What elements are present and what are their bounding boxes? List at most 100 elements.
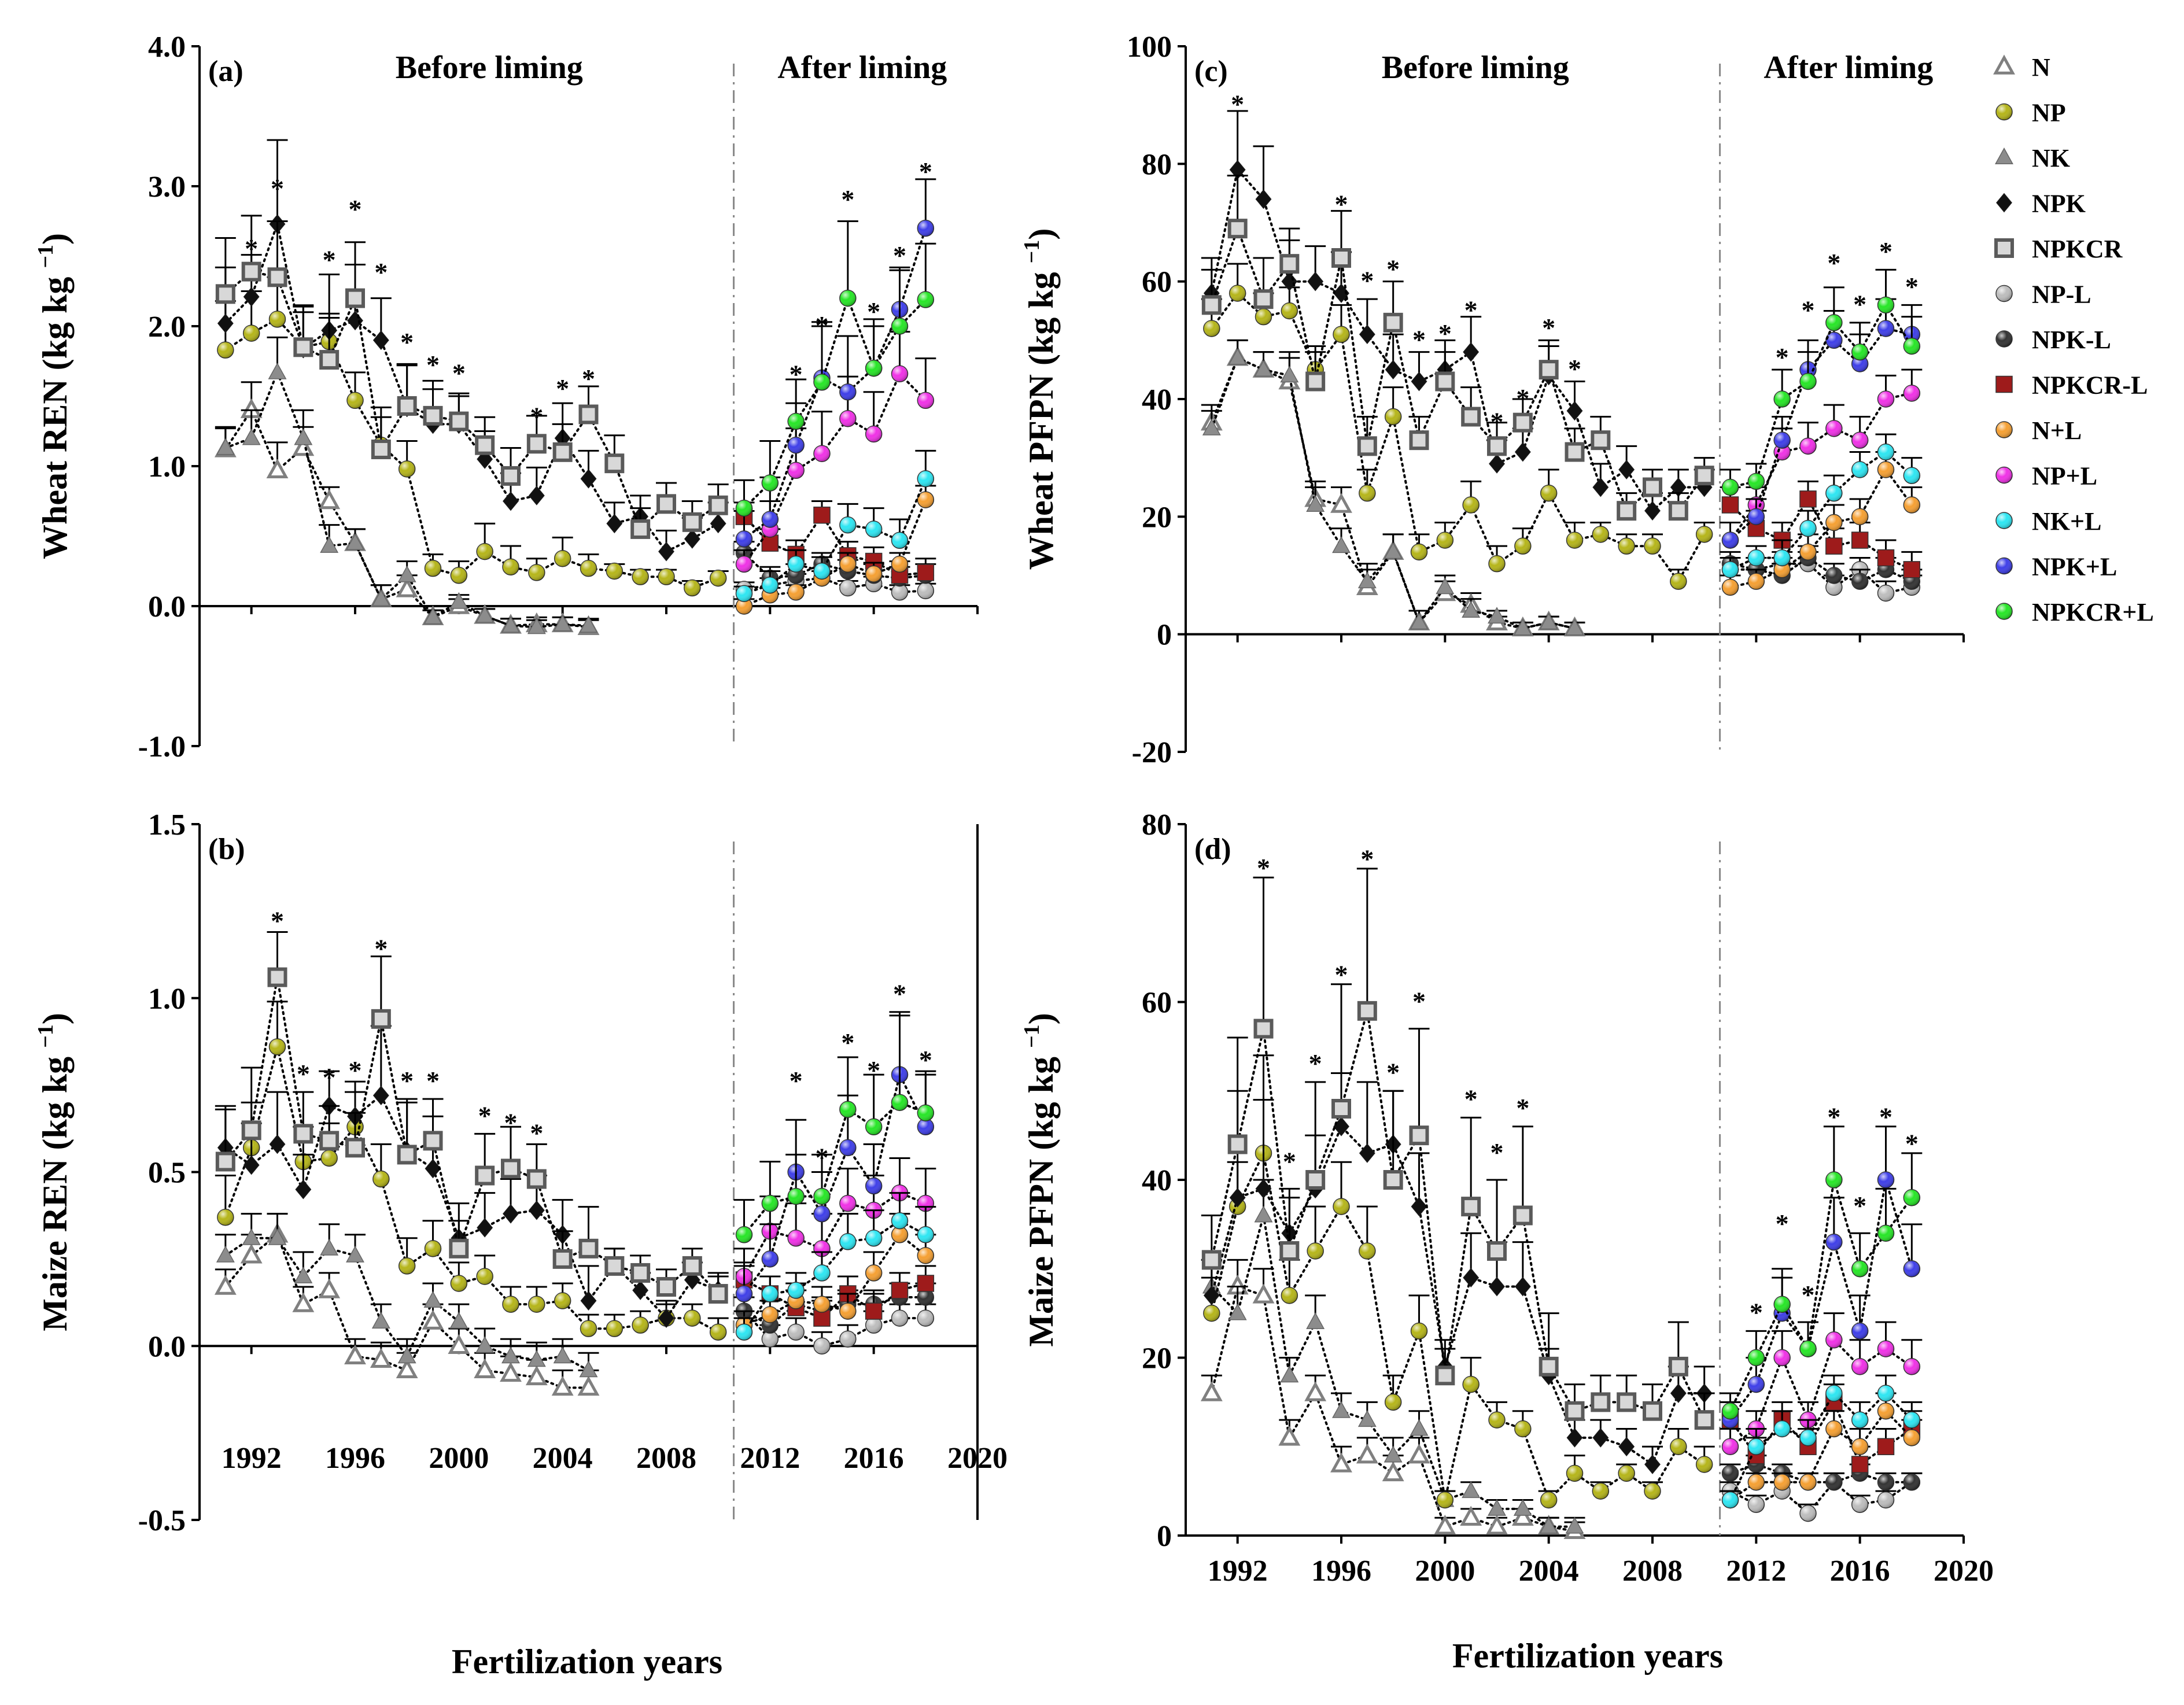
point-np-shine [1255, 308, 1272, 325]
significance-star: * [1853, 1191, 1866, 1220]
point-npk-plus-l-shine [1748, 1376, 1765, 1393]
point-nk-plus-l-shine [1851, 462, 1868, 478]
legend-item-npk-plus-l: NPK+L [1995, 553, 2117, 581]
point-np-shine [321, 1150, 338, 1167]
point-n-plus-l-shine [839, 556, 856, 573]
point-npkcr [1539, 1356, 1559, 1376]
significance-star: * [530, 1118, 543, 1147]
point-n [474, 1358, 496, 1379]
point-npk [606, 514, 623, 534]
point-nk [1280, 1366, 1299, 1383]
phase-after-label: After liming [1764, 50, 1933, 86]
series-np [215, 276, 729, 597]
point-n [396, 577, 418, 597]
series-line-np [1210, 291, 1706, 584]
y-axis-title-sup: −1 [1020, 240, 1044, 264]
point-npkcr-l [1877, 1438, 1895, 1455]
significance-star: * [790, 1066, 803, 1095]
series-np-plus-l [733, 331, 936, 573]
point-npkcr-plus-l-shine [1851, 344, 1868, 360]
point-n [1408, 1444, 1430, 1464]
point-np-plus-l-shine [788, 462, 805, 479]
significance-star: * [374, 257, 388, 287]
point-npkcr [345, 1138, 365, 1158]
point-n [1278, 1426, 1301, 1446]
point-npkcr [371, 439, 391, 459]
y-axis-title: Maize PFPN (kg kg −1) [1020, 1013, 1060, 1346]
point-np-shine [451, 567, 467, 584]
point-nk [449, 592, 468, 609]
point-np-shine [425, 560, 441, 577]
point-n [240, 1243, 263, 1264]
point-np-shine [632, 1317, 649, 1334]
point-nk [397, 1346, 416, 1364]
point-np-shine [632, 569, 649, 585]
point-nk [1565, 618, 1584, 636]
significance-star: * [1516, 1093, 1529, 1123]
point-nk-plus-l-shine [917, 1226, 934, 1243]
legend-marker-np-l-shine [1996, 285, 2012, 302]
point-n [266, 458, 289, 478]
y-axis-title-text: Wheat REN (kg kg [36, 268, 74, 559]
point-npkcr [1668, 501, 1688, 521]
point-np-shine [1203, 1305, 1220, 1322]
significance-star: * [1360, 266, 1374, 296]
phase-before-label: Before liming [1382, 50, 1569, 86]
y-tick-label: 20 [1142, 1342, 1172, 1375]
series-np [1201, 1099, 1715, 1509]
point-npk [425, 1158, 441, 1179]
significance-star: * [1827, 248, 1840, 278]
point-npk [372, 330, 389, 350]
point-nk-plus-l-shine [788, 1282, 805, 1299]
series-nk-plus-l [1720, 1374, 1923, 1509]
point-n-plus-l-shine [814, 1296, 830, 1313]
point-npkcr [267, 967, 287, 987]
x-tick-label: 1992 [222, 1442, 282, 1475]
point-npk [528, 1200, 545, 1220]
y-axis-title-close: ) [36, 233, 74, 245]
point-n [551, 1375, 574, 1396]
point-npk-plus-l-shine [736, 1286, 752, 1302]
point-np-shine [1592, 526, 1609, 542]
point-nk-plus-l-shine [839, 1233, 856, 1250]
point-npkcr-l [865, 1302, 883, 1320]
point-n [422, 1309, 444, 1330]
point-n [1330, 493, 1352, 513]
point-npkcr [1487, 1241, 1507, 1261]
point-np-shine [269, 311, 286, 327]
point-npkcr-l [1851, 532, 1869, 549]
series-npk-plus-l [733, 1011, 936, 1302]
point-np-shine [684, 1310, 700, 1327]
point-npkcr [604, 453, 625, 474]
point-nk [527, 1350, 546, 1367]
y-tick-label: 100 [1127, 31, 1172, 64]
point-n-plus-l-shine [1722, 579, 1739, 596]
point-n [1511, 1505, 1534, 1526]
point-np-l-shine [1748, 1496, 1765, 1513]
point-nk [268, 362, 287, 379]
legend-item-npkcr-l: NPKCR-L [1995, 371, 2148, 400]
point-np-plus-l-shine [814, 445, 830, 462]
series-npkcr [1201, 868, 1715, 1430]
point-npk [1566, 401, 1583, 421]
y-tick-label: 4.0 [148, 31, 186, 64]
series-npkcr-plus-l [1720, 1125, 1923, 1420]
point-nk [1565, 1516, 1584, 1534]
y-axis-title: Maize REN (kg kg −1) [34, 1013, 74, 1331]
point-np-shine [1411, 1323, 1427, 1339]
point-n-plus-l-shine [1903, 1429, 1920, 1446]
point-nk-plus-l-shine [762, 1286, 779, 1302]
point-npk [1489, 1276, 1505, 1297]
point-n-plus-l-shine [1851, 1438, 1868, 1455]
series-line-nk [1210, 1215, 1576, 1528]
y-tick-label: 40 [1142, 1164, 1172, 1197]
point-nk [1488, 607, 1506, 624]
significance-star: * [1491, 407, 1504, 437]
point-n [500, 1361, 522, 1382]
point-np-shine [1514, 1420, 1531, 1437]
legend-marker-nk-plus-l-shine [1996, 512, 2012, 529]
series-line-npkcr [1210, 1010, 1706, 1422]
series-npkcr-plus-l [733, 220, 936, 517]
point-npk [1463, 1268, 1480, 1288]
point-np-shine [1359, 485, 1375, 501]
